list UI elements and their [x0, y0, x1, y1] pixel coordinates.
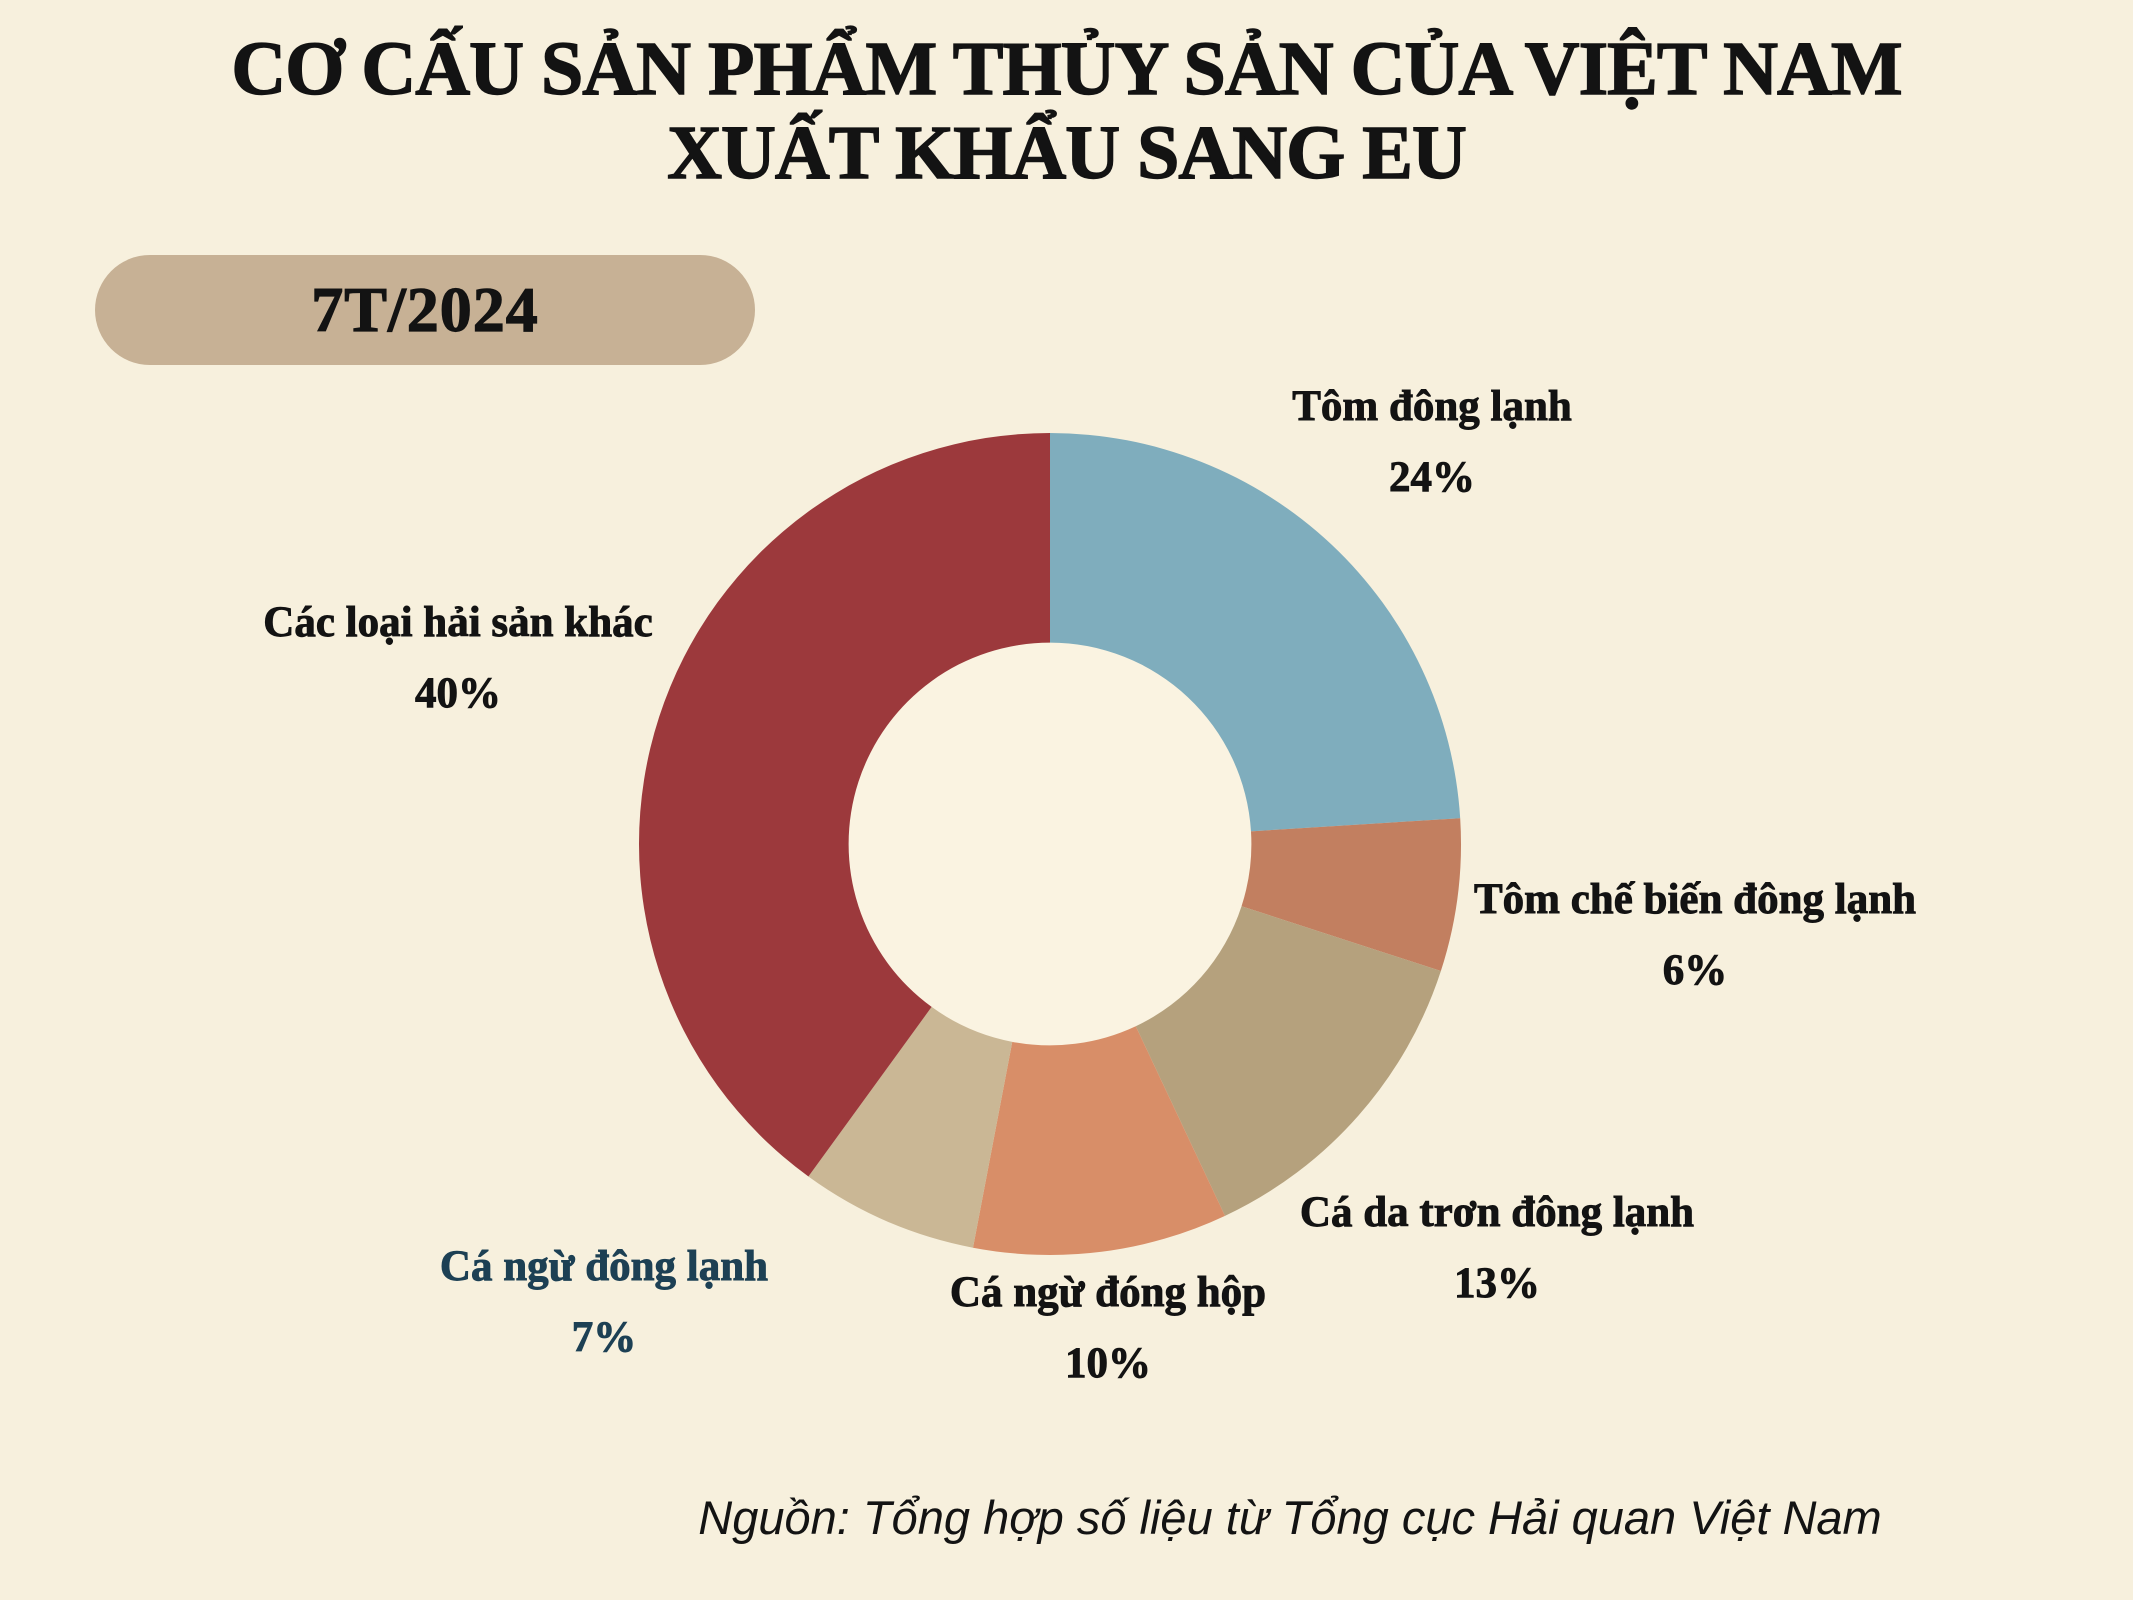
slice-label-name: Cá ngừ đóng hộp [949, 1269, 1267, 1317]
slice-label-value: 7% [571, 1313, 637, 1361]
slice-label-6: Các loại hải sản khác 40% [263, 588, 653, 729]
slice-label-value: 13% [1453, 1259, 1541, 1307]
slice-label-1: Tôm đông lạnh 24% [1292, 372, 1573, 513]
slice-label-5: Cá ngừ đông lạnh 7% [439, 1232, 769, 1373]
slice-label-2: Tôm chế biến đông lạnh 6% [1473, 865, 1917, 1006]
slice-label-name: Cá ngừ đông lạnh [439, 1243, 769, 1291]
period-badge: 7T/2024 [95, 255, 755, 365]
slice-label-value: 10% [1065, 1339, 1152, 1387]
slice-label-value: 6% [1662, 946, 1728, 994]
donut-slice-5 [808, 1006, 1013, 1248]
slice-label-name: Các loại hải sản khác [263, 599, 653, 647]
slice-label-3: Cá da trơn đông lạnh 13% [1299, 1178, 1695, 1319]
donut-slice-1 [1050, 433, 1461, 832]
slice-label-name: Tôm chế biến đông lạnh [1473, 876, 1917, 924]
slice-label-4: Cá ngừ đóng hộp 10% [949, 1258, 1267, 1399]
chart-title: CƠ CẤU SẢN PHẨM THỦY SẢN CỦA VIỆT NAM XU… [0, 27, 2133, 195]
period-badge-label: 7T/2024 [311, 273, 539, 345]
slice-label-name: Tôm đông lạnh [1292, 383, 1573, 431]
donut-slice-3 [1135, 906, 1441, 1216]
donut-slice-4 [972, 1026, 1225, 1255]
slice-label-value: 40% [415, 669, 502, 717]
slice-label-name: Cá da trơn đông lạnh [1299, 1189, 1695, 1237]
slice-label-value: 24% [1388, 453, 1476, 501]
chart-title-line1: CƠ CẤU SẢN PHẨM THỦY SẢN CỦA VIỆT NAM [231, 27, 1904, 112]
donut-slice-6 [638, 433, 1050, 1177]
source-note: Nguồn: Tổng hợp số liệu từ Tổng cục Hải … [698, 1491, 1882, 1544]
chart-title-line2: XUẤT KHẨU SANG EU [666, 110, 1467, 195]
donut-hole [848, 642, 1252, 1046]
donut-slice-2 [1241, 818, 1462, 972]
